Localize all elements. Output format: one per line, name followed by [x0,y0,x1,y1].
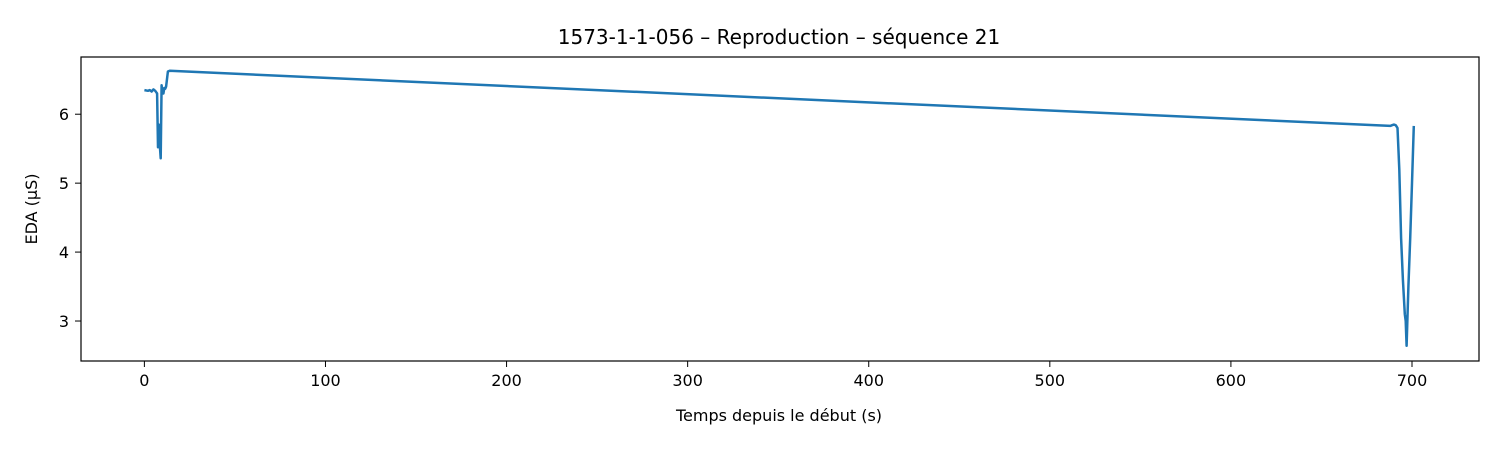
y-tick-label: 3 [59,312,69,331]
x-tick-label: 600 [1216,371,1247,390]
y-tick-label: 4 [59,243,69,262]
y-tick-label: 5 [59,174,69,193]
x-tick-label: 200 [491,371,522,390]
x-axis-ticks: 0 100 200 300 400 500 600 700 [139,361,1427,390]
x-tick-label: 700 [1397,371,1428,390]
x-tick-label: 0 [139,371,149,390]
eda-series-line [144,69,1416,348]
y-tick-label: 6 [59,105,69,124]
x-tick-label: 100 [310,371,341,390]
x-tick-label: 300 [672,371,703,390]
series-group [144,69,1416,348]
chart-title: 1573-1-1-056 – Reproduction – séquence 2… [558,25,1000,49]
plot-area [80,56,1480,362]
y-axis-label: EDA (µS) [22,174,41,245]
x-axis-label: Temps depuis le début (s) [675,406,882,425]
x-tick-label: 500 [1035,371,1066,390]
y-axis-ticks: 3 4 5 6 [59,105,81,331]
x-tick-label: 400 [853,371,884,390]
